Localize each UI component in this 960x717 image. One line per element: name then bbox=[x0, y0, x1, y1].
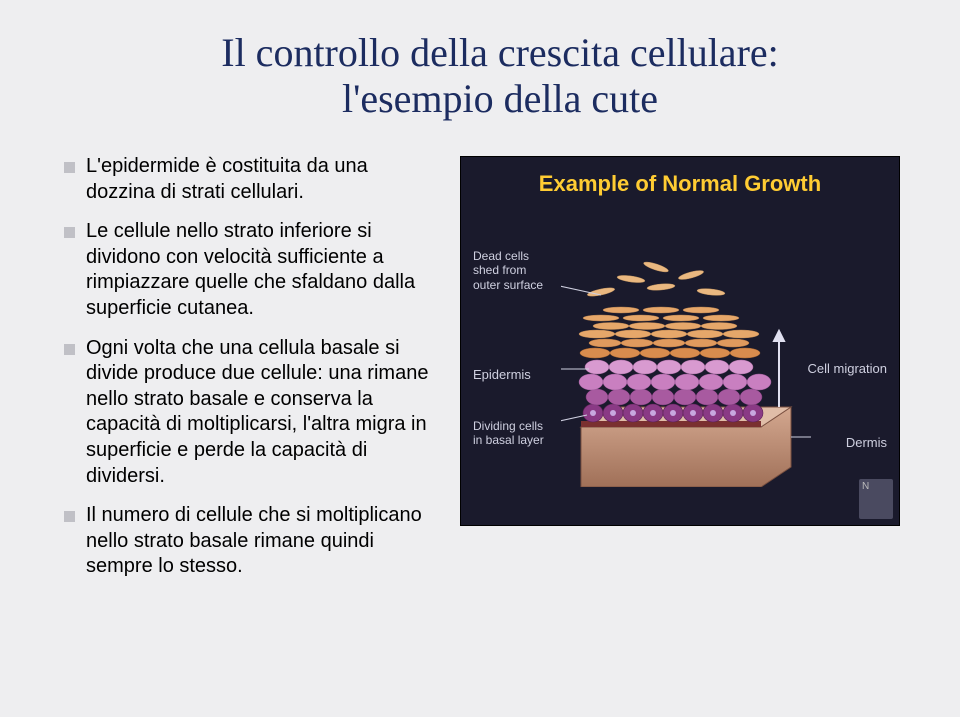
bullet-item: Le cellule nello strato inferiore si div… bbox=[60, 219, 440, 321]
tissue-illustration bbox=[561, 237, 811, 487]
title-line-2: l'esempio della cute bbox=[342, 76, 658, 121]
bullet-item: Il numero di cellule che si moltiplicano… bbox=[60, 503, 440, 580]
nci-logo-icon bbox=[859, 479, 893, 519]
diagram-title: Example of Normal Growth bbox=[461, 171, 899, 197]
label-epidermis: Epidermis bbox=[473, 367, 531, 382]
bullet-text: Ogni volta che una cellula basale si div… bbox=[86, 337, 428, 487]
label-cell-migration: Cell migration bbox=[808, 361, 887, 376]
label-dividing-cells: Dividing cells in basal layer bbox=[473, 419, 553, 448]
label-dead-cells: Dead cells shed from outer surface bbox=[473, 249, 553, 292]
bullet-text: L'epidermide è costituita da una dozzina… bbox=[86, 155, 368, 203]
bullet-item: Ogni volta che una cellula basale si div… bbox=[60, 336, 440, 490]
bullet-text: Le cellule nello strato inferiore si div… bbox=[86, 220, 415, 319]
figure-container: Example of Normal Growth Dead cells shed… bbox=[460, 150, 900, 677]
label-dermis: Dermis bbox=[846, 435, 887, 450]
bullet-list: L'epidermide è costituita da una dozzina… bbox=[60, 150, 440, 677]
content-row: L'epidermide è costituita da una dozzina… bbox=[60, 150, 900, 677]
bullet-text: Il numero di cellule che si moltiplicano… bbox=[86, 504, 422, 577]
slide-title: Il controllo della crescita cellulare: l… bbox=[100, 30, 900, 122]
bullet-item: L'epidermide è costituita da una dozzina… bbox=[60, 154, 440, 205]
title-line-1: Il controllo della crescita cellulare: bbox=[221, 30, 779, 75]
normal-growth-diagram: Example of Normal Growth Dead cells shed… bbox=[460, 156, 900, 526]
